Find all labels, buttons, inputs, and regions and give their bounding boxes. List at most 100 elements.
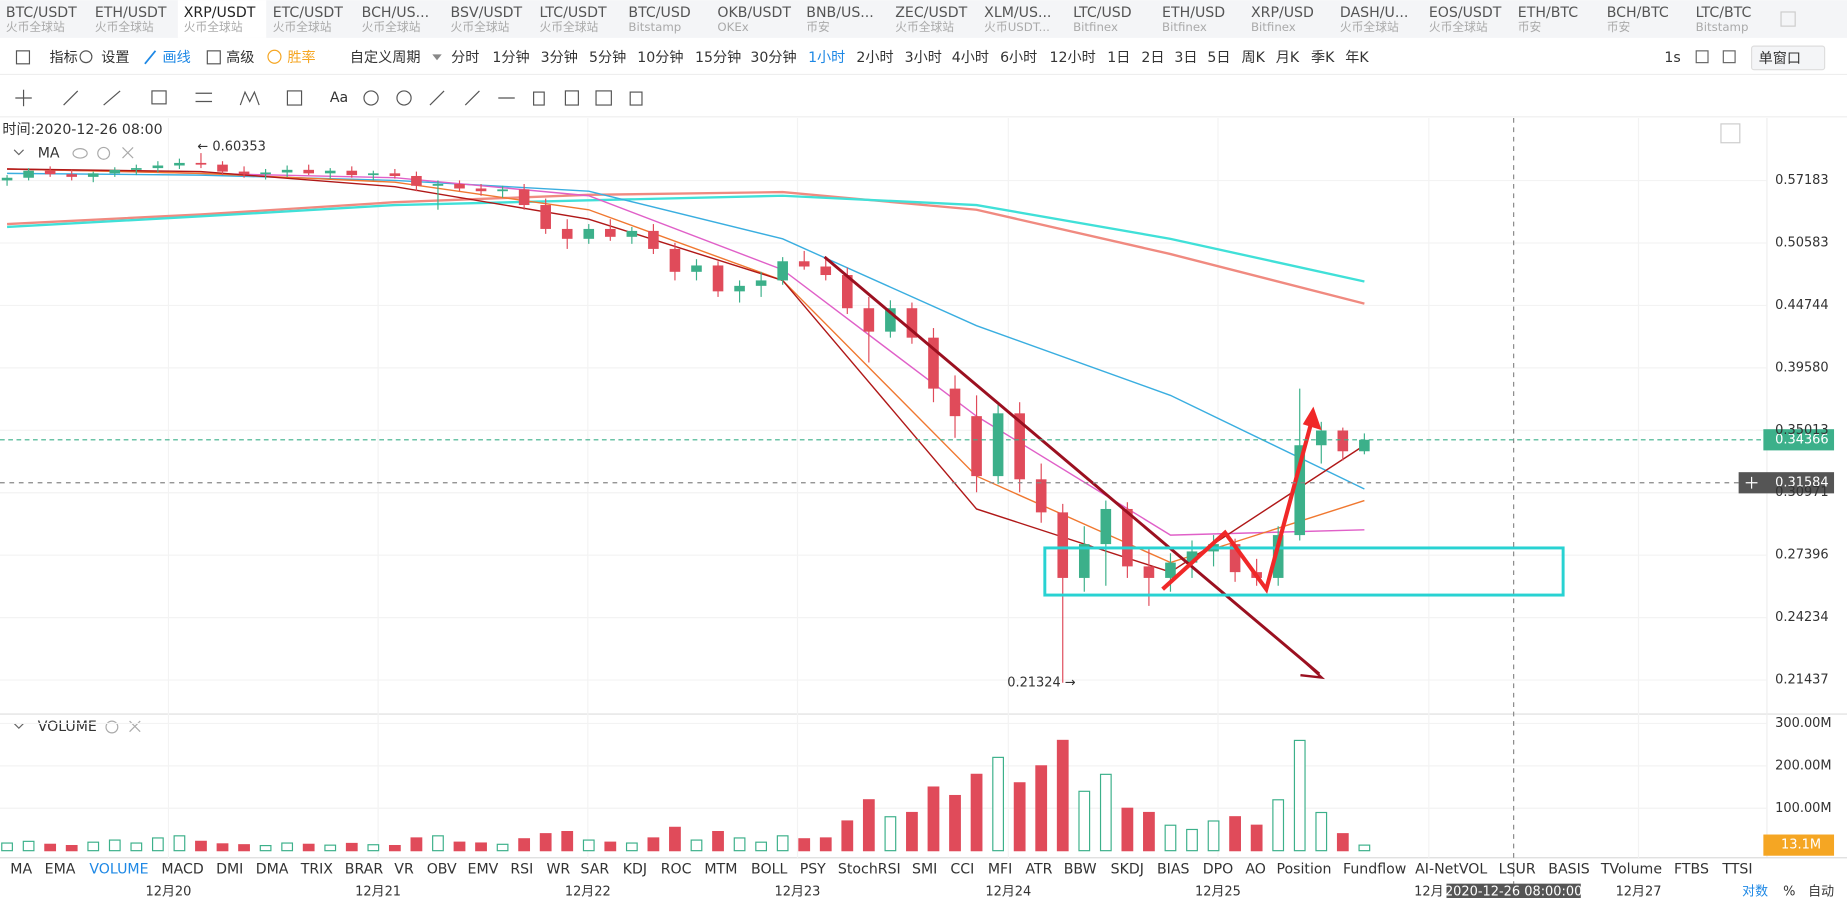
tab-symbol[interactable]: BSV/USDT <box>451 5 523 21</box>
tab-exchange[interactable]: 火币全球站 <box>362 20 421 34</box>
icon[interactable] <box>1722 50 1736 64</box>
eye-icon[interactable] <box>72 148 88 159</box>
indicator-tab[interactable]: SKDJ <box>1111 862 1144 878</box>
period[interactable]: 3日 <box>1174 50 1197 66</box>
tab-symbol[interactable]: XRP/USD <box>1251 5 1314 21</box>
expand-icon[interactable] <box>1720 123 1741 144</box>
period[interactable]: 年K <box>1345 50 1369 66</box>
icon[interactable] <box>151 90 167 105</box>
toolbar-button[interactable]: 指标 <box>49 50 77 66</box>
tab-symbol[interactable]: LTC/USD <box>1073 5 1132 21</box>
icon[interactable] <box>533 91 545 106</box>
indicator-tab[interactable]: VR <box>394 862 414 878</box>
icon[interactable] <box>595 90 612 106</box>
scale-option[interactable]: 对数 <box>1742 884 1768 898</box>
tab-symbol[interactable]: BTC/USDT <box>6 5 77 21</box>
period[interactable]: 3分钟 <box>541 49 578 66</box>
tab-symbol[interactable]: LTC/BTC <box>1696 5 1752 21</box>
icon[interactable] <box>396 90 412 106</box>
indicator-tab[interactable]: TRIX <box>300 862 334 878</box>
icon[interactable] <box>629 91 643 106</box>
indicator-tab[interactable]: DPO <box>1203 862 1234 878</box>
period[interactable]: 5分钟 <box>589 49 626 66</box>
period[interactable]: 10分钟 <box>637 49 683 66</box>
scale-option[interactable]: 自动 <box>1808 884 1834 898</box>
indicator-tab[interactable]: DMA <box>256 862 289 878</box>
icon[interactable] <box>564 90 579 106</box>
tab-symbol[interactable]: BCH/BTC <box>1607 5 1669 21</box>
tab-exchange[interactable]: 火币全球站 <box>1340 20 1399 34</box>
period[interactable]: 分时 <box>451 50 479 66</box>
tab-symbol[interactable]: ETH/USD <box>1162 5 1225 21</box>
tab-exchange[interactable]: 火币全球站 <box>95 20 154 34</box>
indicator-tab[interactable]: StochRSI <box>838 862 901 878</box>
speed[interactable]: 1s <box>1664 50 1680 66</box>
indicator-tab[interactable]: OBV <box>427 862 457 878</box>
period[interactable]: 5日 <box>1207 50 1230 66</box>
indicator-tab[interactable]: ROC <box>661 862 692 878</box>
tab-exchange[interactable]: Bitstamp <box>628 20 681 34</box>
indicator-tab[interactable]: TVolume <box>1600 862 1662 878</box>
period[interactable]: 12小时 <box>1050 50 1096 66</box>
tab-symbol[interactable]: EOS/USDT <box>1429 5 1502 21</box>
indicator-tab[interactable]: VOLUME <box>89 862 148 878</box>
icon[interactable] <box>63 90 79 106</box>
tab-symbol[interactable]: BCH/US... <box>362 5 429 21</box>
tab-symbol[interactable]: LTC/USDT <box>539 5 607 21</box>
tab-symbol[interactable]: XLM/US... <box>984 5 1051 21</box>
icon[interactable] <box>429 90 445 106</box>
tab-symbol[interactable]: DASH/U... <box>1340 5 1408 21</box>
tab-exchange[interactable]: 火币USDT... <box>984 20 1050 34</box>
scale-option[interactable]: % <box>1783 884 1795 898</box>
indicator-tab[interactable]: SMI <box>912 862 937 878</box>
indicator-tab[interactable]: BRAR <box>345 862 384 878</box>
indicator-tab[interactable]: AI-NetVOL <box>1415 862 1487 878</box>
period[interactable]: 1分钟 <box>492 49 529 66</box>
tab-exchange[interactable]: 币安 <box>1518 20 1542 34</box>
period[interactable]: 月K <box>1276 50 1300 66</box>
tab-exchange[interactable]: Bitstamp <box>1696 20 1749 34</box>
icon[interactable] <box>286 90 303 106</box>
tab-exchange[interactable]: OKEx <box>717 20 748 34</box>
tab-exchange[interactable]: 币安 <box>806 20 830 34</box>
indicator-tab[interactable]: SAR <box>580 862 609 878</box>
icon[interactable] <box>464 90 480 106</box>
tab-exchange[interactable]: 火币全球站 <box>895 20 954 34</box>
period[interactable]: 1小时 <box>808 50 845 66</box>
indicator-tab[interactable]: AO <box>1245 862 1266 878</box>
close-icon[interactable] <box>129 720 141 733</box>
icon[interactable] <box>363 90 379 106</box>
toolbar-button[interactable]: 画线 <box>163 50 191 66</box>
collapse[interactable] <box>13 723 24 730</box>
toolbar-button[interactable]: 高级 <box>226 49 254 66</box>
indicator-tab[interactable]: EMV <box>468 862 499 878</box>
tab-exchange[interactable]: Bitfinex <box>1162 20 1207 34</box>
indicator-tab[interactable]: FTBS <box>1674 862 1709 878</box>
indicator-tab[interactable]: LSUR <box>1499 862 1536 878</box>
range-box[interactable] <box>1043 546 1565 597</box>
tab-exchange[interactable]: 币安 <box>1607 20 1631 34</box>
period[interactable]: 1日 <box>1107 50 1130 66</box>
tab-symbol[interactable]: XRP/USDT <box>184 5 256 21</box>
tab-symbol[interactable]: ETH/BTC <box>1518 5 1578 21</box>
indicator-tab[interactable]: WR <box>546 862 570 878</box>
tab-exchange[interactable]: Bitfinex <box>1251 20 1296 34</box>
add-tab[interactable] <box>1780 11 1796 27</box>
indicator-tab[interactable]: TTSI <box>1721 862 1752 878</box>
tab-symbol[interactable]: BTC/USD <box>628 5 690 21</box>
indicator-tab[interactable]: MACD <box>161 862 203 878</box>
toolbar-button[interactable]: 设置 <box>101 50 129 66</box>
tab-exchange[interactable]: Bitfinex <box>1073 20 1118 34</box>
tab-exchange[interactable]: 火币全球站 <box>1429 20 1488 34</box>
indicator-tab[interactable]: PSY <box>800 862 826 878</box>
toolbar-button[interactable]: 胜率 <box>287 49 315 66</box>
tab-symbol[interactable]: BNB/US... <box>806 5 873 21</box>
indicator-tab[interactable]: CCI <box>950 862 974 878</box>
indicator-tab[interactable]: BIAS <box>1157 862 1190 878</box>
tab-symbol[interactable]: ZEC/USDT <box>895 5 967 21</box>
indicator-tab[interactable]: BOLL <box>751 862 787 878</box>
tab-exchange[interactable]: 火币全球站 <box>6 20 65 34</box>
indicator-tab[interactable]: MFI <box>988 862 1012 878</box>
tab-exchange[interactable]: 火币全球站 <box>184 20 243 34</box>
period[interactable]: 3小时 <box>905 50 942 66</box>
